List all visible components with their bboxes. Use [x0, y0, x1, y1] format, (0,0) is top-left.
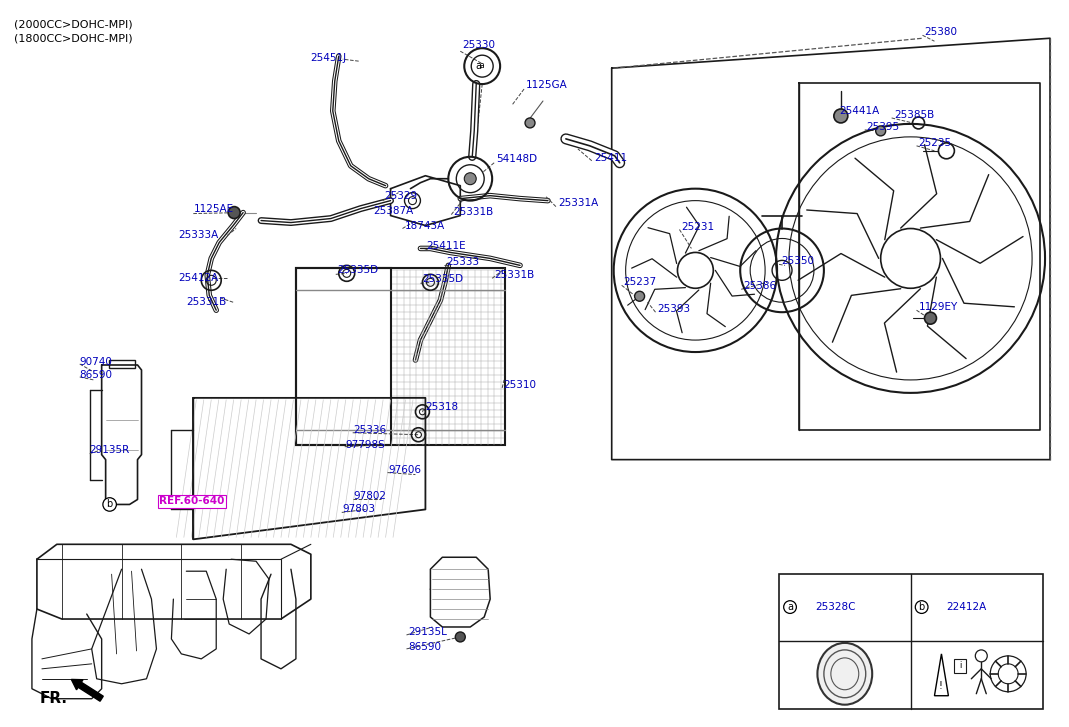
Text: 29135L: 29135L	[408, 627, 447, 637]
Text: 25328C: 25328C	[815, 602, 855, 612]
Text: 86590: 86590	[80, 370, 112, 380]
Text: 25331A: 25331A	[558, 198, 599, 208]
Text: (2000CC>DOHC-MPI)
(1800CC>DOHC-MPI): (2000CC>DOHC-MPI) (1800CC>DOHC-MPI)	[14, 20, 133, 44]
Ellipse shape	[818, 643, 872, 704]
Text: 25329: 25329	[385, 190, 418, 201]
Text: 25335D: 25335D	[422, 274, 464, 284]
Circle shape	[876, 126, 885, 136]
Text: FR.: FR.	[40, 691, 68, 706]
Text: 25350: 25350	[781, 257, 815, 266]
Text: 29135R: 29135R	[90, 445, 130, 454]
Text: 25310: 25310	[503, 380, 537, 390]
Text: 25411E: 25411E	[427, 241, 466, 252]
Circle shape	[525, 118, 534, 128]
Text: !: !	[939, 680, 943, 691]
FancyArrow shape	[72, 680, 104, 702]
Text: 18743A: 18743A	[404, 220, 445, 230]
Circle shape	[834, 109, 848, 123]
Text: 54148D: 54148D	[496, 154, 538, 164]
Text: a: a	[476, 61, 481, 71]
Text: 90740: 90740	[80, 357, 112, 367]
Text: 25441A: 25441A	[839, 106, 879, 116]
Circle shape	[925, 312, 936, 324]
Text: 25331B: 25331B	[453, 206, 494, 217]
Text: 25387A: 25387A	[374, 206, 414, 216]
Text: 25333: 25333	[447, 257, 480, 268]
Text: 25231: 25231	[681, 222, 714, 231]
Text: 25395: 25395	[867, 122, 900, 132]
Bar	[296, 268, 506, 445]
Bar	[779, 574, 1043, 709]
Text: 25411: 25411	[593, 153, 626, 163]
Text: b: b	[107, 499, 112, 510]
Text: 25333A: 25333A	[179, 230, 219, 241]
Polygon shape	[934, 654, 948, 696]
Bar	[296, 268, 390, 445]
Text: 25235: 25235	[918, 138, 951, 148]
Bar	[109, 360, 135, 368]
Text: 25335D: 25335D	[337, 265, 377, 276]
Text: a: a	[787, 602, 793, 612]
Text: a: a	[480, 60, 484, 70]
Text: 25336: 25336	[354, 425, 387, 435]
Text: 25331B: 25331B	[494, 270, 534, 281]
Text: 25318: 25318	[425, 402, 459, 411]
Circle shape	[464, 173, 476, 185]
Text: 25330: 25330	[462, 40, 495, 50]
Text: b: b	[918, 602, 925, 612]
Text: 25380: 25380	[925, 28, 958, 37]
Text: 1125GA: 1125GA	[526, 80, 568, 90]
Text: 97803: 97803	[343, 505, 375, 515]
Text: 25331B: 25331B	[186, 297, 227, 308]
Circle shape	[635, 292, 645, 301]
Circle shape	[455, 632, 465, 642]
Text: 25237: 25237	[623, 277, 656, 287]
Text: 1129EY: 1129EY	[918, 302, 958, 312]
Bar	[955, 659, 966, 672]
Text: 1125AE: 1125AE	[195, 204, 234, 214]
Text: 25412A: 25412A	[179, 273, 219, 284]
Text: REF.60-640: REF.60-640	[159, 497, 224, 507]
Text: i: i	[959, 662, 961, 670]
Text: 25393: 25393	[657, 304, 691, 314]
Text: 25451J: 25451J	[310, 53, 346, 63]
Text: 25385B: 25385B	[895, 110, 935, 120]
Circle shape	[228, 206, 241, 219]
Text: 86590: 86590	[408, 642, 441, 652]
Text: 97802: 97802	[354, 491, 387, 502]
Text: 25386: 25386	[743, 281, 776, 292]
Text: 97798S: 97798S	[345, 440, 386, 450]
Text: 22412A: 22412A	[946, 602, 987, 612]
Text: 97606: 97606	[388, 465, 421, 475]
